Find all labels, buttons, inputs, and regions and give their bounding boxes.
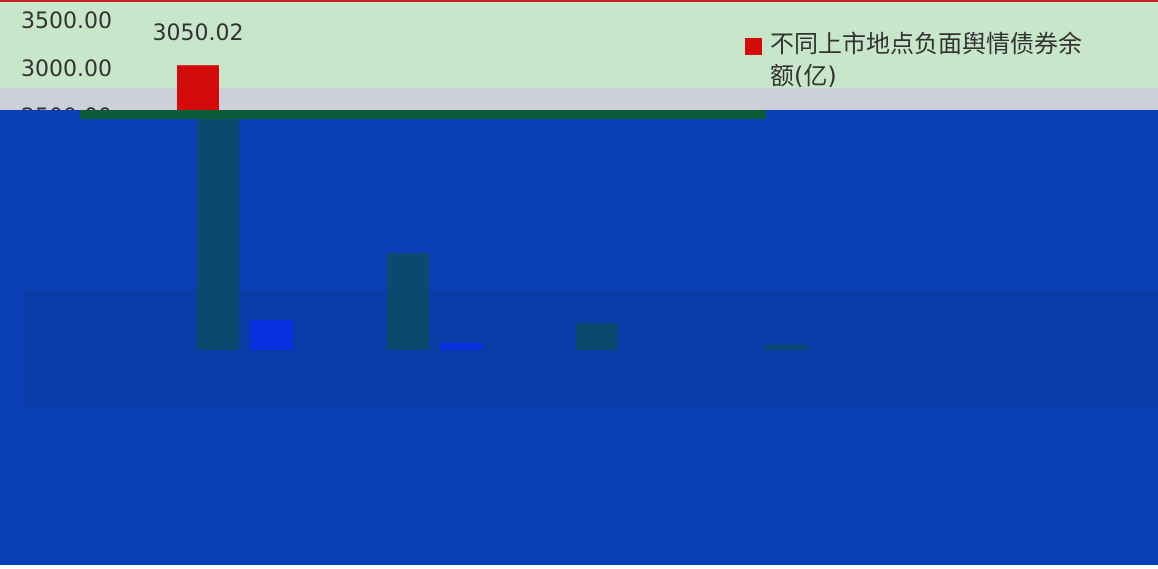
y-tick-label: 3000.00 (21, 57, 112, 82)
glitch-bar (765, 345, 807, 350)
glitch-bar (250, 320, 293, 350)
legend-label: 不同上市地点负面舆情债券余额(亿) (770, 30, 1082, 90)
glitch-bar (387, 253, 429, 350)
glitch-bar (197, 119, 239, 350)
legend-swatch (745, 38, 762, 55)
value-label: 3050.02 (153, 21, 244, 46)
y-tick-label: 3500.00 (21, 9, 112, 34)
glitch-bar (576, 323, 618, 350)
glitch-bar (440, 343, 483, 350)
overlay (0, 110, 1158, 565)
top-border (0, 0, 1158, 2)
glitch-strip (80, 110, 766, 119)
legend-item: 不同上市地点负面舆情债券余额(亿) (770, 30, 1082, 90)
